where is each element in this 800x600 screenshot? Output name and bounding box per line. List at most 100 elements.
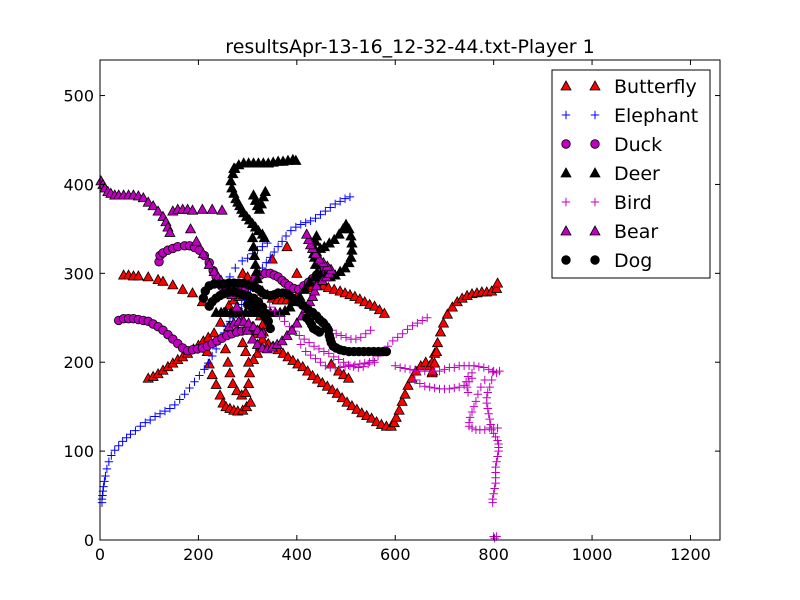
bird-point (329, 352, 338, 362)
x-tick-label: 600 (380, 545, 411, 564)
bird-point (309, 342, 319, 351)
bird-point (334, 355, 343, 364)
legend-label: Bear (614, 221, 658, 243)
bird-point (410, 366, 420, 375)
bird-point (469, 402, 479, 411)
legend-entry: Deer (560, 163, 660, 185)
elephant-point (165, 404, 175, 413)
bird-point (356, 333, 365, 342)
butterfly-point (297, 360, 309, 372)
bear-point (206, 203, 218, 214)
butterfly-point (328, 283, 340, 294)
bird-point (455, 382, 464, 392)
butterfly-point (157, 275, 169, 286)
y-tick-label: 300 (63, 264, 94, 283)
bird-point (398, 329, 407, 338)
bird-point (485, 414, 494, 424)
elephant-point (195, 371, 204, 380)
butterfly-point (214, 389, 226, 400)
butterfly-point (434, 326, 447, 337)
bird-point (495, 366, 504, 376)
butterfly-point (281, 240, 293, 252)
elephant-point (102, 464, 112, 474)
butterfly-point (291, 267, 303, 278)
plot-frame (99, 59, 721, 541)
butterfly-point (277, 347, 289, 358)
bird-point (366, 326, 375, 335)
x-tick-label: 400 (282, 545, 313, 564)
butterfly-point (224, 367, 236, 378)
elephant-point (141, 418, 150, 427)
butterfly-point (237, 267, 249, 278)
butterfly-point (491, 277, 504, 288)
series-deer (210, 153, 358, 317)
deer-point (309, 258, 322, 269)
deer-point (310, 230, 323, 241)
butterfly-point (132, 270, 145, 281)
elephant-point (326, 203, 335, 212)
elephant-point (306, 216, 315, 226)
bear-point (246, 333, 259, 344)
bear-point (306, 290, 319, 301)
elephant-point (110, 446, 119, 455)
butterfly-point (266, 253, 278, 264)
legend-label: Deer (614, 163, 660, 185)
elephant-point (286, 226, 296, 235)
bird-point (479, 363, 489, 372)
bear-point (281, 329, 293, 340)
bear-point (313, 253, 326, 264)
bear-point (137, 191, 149, 203)
bird-point (483, 388, 492, 397)
bird-point (463, 388, 473, 397)
chart-title: resultsApr-13-16_12-32-44.txt-Player 1 (225, 36, 594, 58)
deer-point (334, 265, 346, 276)
butterfly-point (373, 303, 386, 315)
legend-entry: Butterfly (560, 76, 697, 98)
bear-point (286, 324, 298, 335)
legend-marker (560, 80, 572, 91)
legend-marker (590, 139, 600, 149)
butterfly-point (282, 351, 294, 362)
elephant-point (101, 471, 110, 481)
bird-point (415, 379, 425, 388)
elephant-point (311, 214, 320, 223)
bear-point (152, 205, 164, 216)
butterfly-point (222, 356, 234, 367)
x-tick-label: 200 (183, 545, 214, 564)
legend-marker (561, 139, 571, 149)
bird-point (340, 362, 350, 371)
bird-point (350, 360, 360, 370)
deer-point (257, 191, 270, 202)
bird-point (370, 358, 379, 367)
butterfly-point (223, 299, 235, 310)
bear-point (142, 196, 154, 207)
x-axis: 0 200 400 600 800 1000 1200 (95, 60, 711, 564)
deer-point (259, 185, 272, 196)
elephant-point (262, 258, 271, 267)
butterfly-point (219, 343, 232, 354)
elephant-point (277, 237, 287, 246)
bird-point (485, 382, 494, 392)
elephant-point (150, 412, 160, 421)
bird-point (462, 382, 472, 392)
elephant-point (316, 210, 325, 219)
bird-point (469, 361, 479, 370)
legend-marker (589, 80, 601, 91)
bird-point (450, 383, 459, 393)
bird-point (355, 359, 365, 369)
butterfly-point (231, 384, 243, 396)
legend-entry: Duck (561, 134, 662, 156)
bird-point (480, 425, 489, 434)
butterfly-point (341, 396, 353, 407)
bird-point (425, 382, 434, 392)
elephant-point (321, 206, 330, 216)
bird-point (473, 390, 483, 399)
butterfly-point (311, 373, 324, 384)
bear-point (186, 204, 199, 215)
deer-point (328, 233, 340, 244)
butterfly-point (287, 354, 299, 365)
x-tick-label: 800 (478, 545, 509, 564)
elephant-point (185, 383, 194, 393)
elephant-point (170, 400, 179, 410)
butterfly-point (227, 377, 239, 388)
